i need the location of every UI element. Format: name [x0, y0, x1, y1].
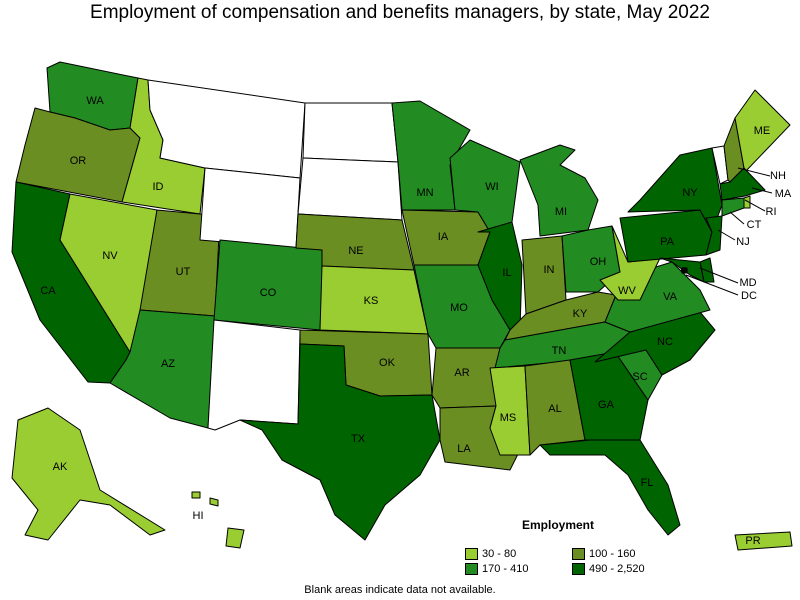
legend-title: Employment	[522, 518, 595, 532]
legend-swatch-bin-2	[572, 548, 585, 561]
state-label-tx: TX	[351, 433, 366, 445]
state-label-ct: CT	[747, 219, 762, 231]
state-label-va: VA	[663, 291, 678, 303]
state-label-fl: FL	[641, 477, 654, 489]
state-label-mn: MN	[416, 187, 433, 199]
state-label-nc: NC	[657, 336, 673, 348]
state-label-co: CO	[260, 287, 277, 299]
legend-label-bin-2: 100 - 160	[589, 548, 636, 560]
legend-swatch-bin-4	[572, 563, 585, 576]
state-label-mo: MO	[450, 302, 468, 314]
state-label-la: LA	[457, 443, 471, 455]
state-nj	[705, 215, 723, 256]
state-label-hi: HI	[193, 510, 204, 522]
state-label-pa: PA	[660, 236, 675, 248]
state-fl	[539, 439, 681, 536]
state-label-ms: MS	[500, 412, 517, 424]
dc-marker	[681, 267, 687, 273]
state-label-ut: UT	[176, 266, 191, 278]
state-label-ny: NY	[682, 187, 698, 199]
state-me	[734, 89, 791, 173]
state-label-dc: DC	[741, 290, 757, 302]
state-label-tn: TN	[552, 345, 567, 357]
legend-item-bin-1: 30 - 80	[465, 548, 517, 561]
legend-label-bin-3: 170 - 410	[482, 563, 529, 575]
legend-item-bin-3: 170 - 410	[465, 563, 529, 576]
legend-item-bin-2: 100 - 160	[572, 548, 636, 561]
legend-label-bin-4: 490 - 2,520	[589, 563, 645, 575]
legend-swatch-bin-1	[465, 548, 478, 561]
state-label-ar: AR	[454, 367, 469, 379]
state-label-ga: GA	[598, 399, 615, 411]
state-label-wv: WV	[618, 285, 636, 297]
legend-label-bin-1: 30 - 80	[482, 548, 517, 560]
state-label-nh: NH	[770, 170, 786, 182]
state-pr	[734, 531, 793, 551]
state-label-sc: SC	[632, 371, 647, 383]
state-md	[659, 257, 705, 283]
state-label-wa: WA	[86, 95, 104, 107]
state-label-pr: PR	[745, 535, 760, 547]
state-sd	[297, 157, 403, 221]
state-label-mi: MI	[555, 206, 567, 218]
state-label-me: ME	[754, 125, 771, 137]
state-mi	[519, 144, 599, 237]
state-label-ky: KY	[573, 308, 588, 320]
state-label-in: IN	[544, 264, 555, 276]
state-co	[213, 239, 325, 331]
state-label-ak: AK	[53, 461, 68, 473]
state-label-or: OR	[70, 155, 87, 167]
state-label-al: AL	[548, 403, 561, 415]
state-ct	[721, 197, 745, 217]
state-label-az: AZ	[161, 358, 175, 370]
state-label-wi: WI	[485, 181, 498, 193]
footnote: Blank areas indicate data not available.	[304, 584, 496, 596]
state-ak	[11, 407, 166, 541]
state-label-ks: KS	[364, 295, 379, 307]
state-ms	[489, 365, 531, 456]
legend-swatch-bin-3	[465, 563, 478, 576]
legend-item-bin-4: 490 - 2,520	[572, 563, 645, 576]
state-label-nj: NJ	[736, 236, 749, 248]
state-label-id: ID	[153, 181, 164, 193]
state-label-oh: OH	[590, 256, 607, 268]
state-wy	[199, 167, 301, 249]
state-label-ne: NE	[348, 245, 363, 257]
state-label-ia: IA	[438, 231, 449, 243]
state-label-il: IL	[502, 267, 511, 279]
state-nd	[302, 102, 399, 163]
state-hi	[191, 491, 245, 549]
state-label-ca: CA	[40, 285, 56, 297]
state-tx	[239, 343, 441, 541]
state-label-ri: RI	[766, 206, 777, 218]
state-nm	[207, 319, 301, 431]
state-label-md: MD	[739, 277, 756, 289]
state-label-nv: NV	[102, 250, 118, 262]
state-label-ok: OK	[379, 357, 396, 369]
state-label-ma: MA	[775, 188, 792, 200]
map-title: Employment of compensation and benefits …	[90, 2, 710, 23]
